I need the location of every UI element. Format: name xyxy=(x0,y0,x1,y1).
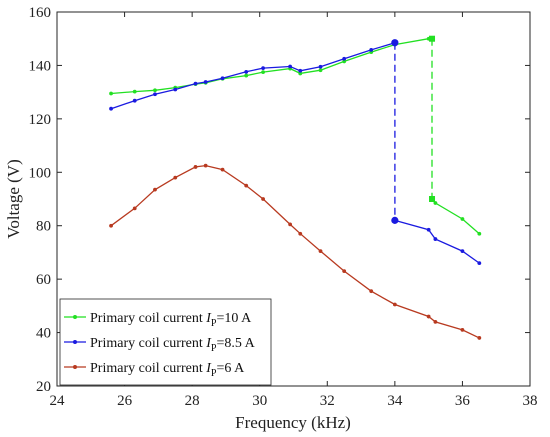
data-point xyxy=(298,68,303,73)
data-point xyxy=(153,88,157,93)
y-tick-label: 60 xyxy=(36,272,51,288)
data-point xyxy=(173,175,178,180)
legend: Primary coil current IP=10 A Primary coil… xyxy=(59,298,272,386)
series-layer xyxy=(109,35,482,340)
legend-marker xyxy=(73,315,77,319)
data-point xyxy=(430,197,434,201)
data-point xyxy=(193,81,198,86)
data-point xyxy=(477,261,482,266)
data-point xyxy=(433,319,438,324)
data-point xyxy=(203,80,208,84)
x-tick-label: 26 xyxy=(117,393,133,409)
data-point xyxy=(261,197,265,201)
data-point xyxy=(244,73,249,78)
data-point xyxy=(193,165,198,169)
data-point xyxy=(132,89,137,94)
legend-marker xyxy=(73,365,77,369)
y-tick-label: 120 xyxy=(29,112,52,128)
y-tick-label: 100 xyxy=(29,165,52,181)
x-tick-label: 30 xyxy=(252,393,267,409)
data-point xyxy=(109,91,113,96)
data-point xyxy=(244,69,249,74)
x-tick-label: 28 xyxy=(185,393,200,409)
data-point xyxy=(433,201,438,205)
series-2 xyxy=(109,163,482,340)
data-point xyxy=(477,231,482,236)
data-point xyxy=(153,92,157,97)
y-tick-label: 80 xyxy=(36,219,51,235)
data-point xyxy=(288,222,293,227)
legend-marker xyxy=(73,340,77,344)
data-point xyxy=(173,87,178,92)
data-point xyxy=(392,218,397,223)
data-point xyxy=(477,336,482,340)
data-point xyxy=(288,64,293,69)
data-point xyxy=(342,56,347,61)
x-tick-label: 32 xyxy=(320,393,335,409)
y-tick-label: 20 xyxy=(36,379,51,395)
y-tick-label: 40 xyxy=(36,326,51,342)
data-point xyxy=(369,289,374,294)
data-point xyxy=(109,223,113,228)
data-point xyxy=(426,227,431,232)
data-point xyxy=(318,64,323,69)
data-point xyxy=(203,163,208,168)
series-tail-line xyxy=(431,198,480,235)
legend-label: Primary coil current IP=6 A xyxy=(90,361,245,379)
legend-item: Primary coil current IP=8.5 A xyxy=(64,336,256,354)
data-point xyxy=(342,269,347,274)
y-axis-label: Voltage (V) xyxy=(4,159,23,238)
x-tick-label: 38 xyxy=(523,393,538,409)
x-tick-label: 36 xyxy=(455,393,471,409)
data-point xyxy=(392,302,397,307)
data-point xyxy=(460,217,465,221)
data-point xyxy=(261,70,265,75)
data-point xyxy=(318,68,323,73)
data-point xyxy=(220,167,225,172)
data-point xyxy=(318,249,323,253)
x-tick-label: 24 xyxy=(50,393,66,409)
data-point xyxy=(433,237,438,241)
jump-marker xyxy=(391,39,399,47)
y-tick-label: 160 xyxy=(29,5,52,21)
y-tick-label: 140 xyxy=(29,58,52,74)
data-point xyxy=(460,328,465,332)
x-tick-label: 34 xyxy=(387,393,403,409)
data-point xyxy=(153,187,157,192)
data-point xyxy=(244,183,249,188)
legend-box xyxy=(59,298,272,386)
legend-label: Primary coil current IP=10 A xyxy=(90,311,252,329)
data-point xyxy=(220,76,225,81)
series-1 xyxy=(109,39,482,266)
legend-item: Primary coil current IP=10 A xyxy=(64,311,252,329)
data-point xyxy=(460,249,465,253)
data-point xyxy=(261,66,265,70)
data-point xyxy=(298,71,303,76)
data-point xyxy=(132,98,137,103)
axis-ticks: 24 26 28 30 32 34 36 38 20 40 60 80 100 120 140 160 xyxy=(29,5,538,409)
data-point xyxy=(426,314,431,319)
x-axis-label: Frequency (kHz) xyxy=(235,413,351,432)
data-point xyxy=(132,206,137,211)
data-point xyxy=(109,106,113,111)
data-point xyxy=(298,231,303,236)
jump-marker xyxy=(429,35,436,42)
data-point xyxy=(342,59,347,64)
legend-label: Primary coil current IP=8.5 A xyxy=(90,336,256,354)
data-point xyxy=(369,48,374,52)
legend-item: Primary coil current IP=6 A xyxy=(64,361,245,379)
